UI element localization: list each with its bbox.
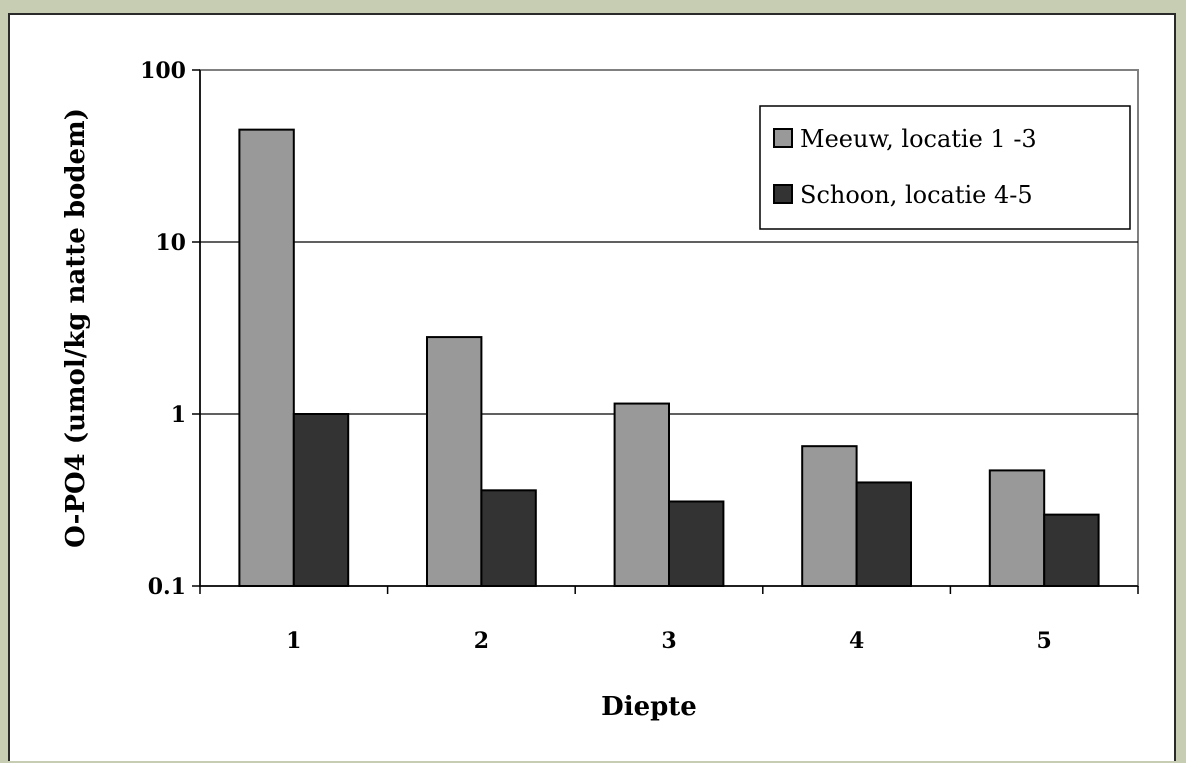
y-tick-label: 100 bbox=[140, 58, 186, 84]
bar-schoon-1 bbox=[292, 413, 350, 587]
legend: Meeuw, locatie 1 -3 Schoon, locatie 4-5 bbox=[759, 105, 1131, 230]
y-tick-label: 1 bbox=[171, 402, 186, 428]
x-tick-label: 3 bbox=[661, 628, 676, 654]
legend-swatch bbox=[773, 184, 793, 204]
bar-meeuw-3 bbox=[613, 402, 671, 587]
bar-schoon-4 bbox=[855, 481, 913, 587]
bar-chart: 0.1 1 10 100 1 2 3 4 5 O-PO4 (umol/kg natte bod… bbox=[61, 58, 1139, 722]
y-tick-label: 0.1 bbox=[148, 574, 186, 600]
legend-label: Schoon, locatie 4-5 bbox=[800, 181, 1033, 209]
x-tick-label: 5 bbox=[1037, 628, 1052, 654]
legend-box bbox=[759, 105, 1131, 230]
bar-meeuw-1 bbox=[238, 128, 295, 587]
bars bbox=[238, 128, 1100, 588]
legend-swatch bbox=[773, 128, 793, 148]
y-axis-title: O-PO4 (umol/kg natte bodem) bbox=[61, 108, 91, 548]
x-tick-label: 2 bbox=[474, 628, 489, 654]
x-axis-title: Diepte bbox=[601, 692, 697, 722]
legend-label: Meeuw, locatie 1 -3 bbox=[800, 125, 1037, 153]
y-tick-labels: 0.1 1 10 100 bbox=[140, 58, 186, 600]
bar-schoon-3 bbox=[668, 500, 725, 587]
bar-meeuw-2 bbox=[425, 336, 483, 587]
bar-schoon-5 bbox=[1043, 513, 1100, 587]
bar-schoon-2 bbox=[480, 489, 537, 588]
y-tick-label: 10 bbox=[155, 230, 186, 256]
x-tick-label: 4 bbox=[849, 628, 864, 654]
bar-meeuw-5 bbox=[988, 469, 1046, 587]
chart-canvas: 0.1 1 10 100 1 2 3 4 5 O-PO4 (umol/kg natte bod… bbox=[8, 13, 1176, 761]
axes bbox=[192, 69, 1139, 594]
x-tick-label: 1 bbox=[286, 628, 301, 654]
x-tick-labels: 1 2 3 4 5 bbox=[286, 628, 1052, 654]
bar-meeuw-4 bbox=[801, 445, 858, 587]
